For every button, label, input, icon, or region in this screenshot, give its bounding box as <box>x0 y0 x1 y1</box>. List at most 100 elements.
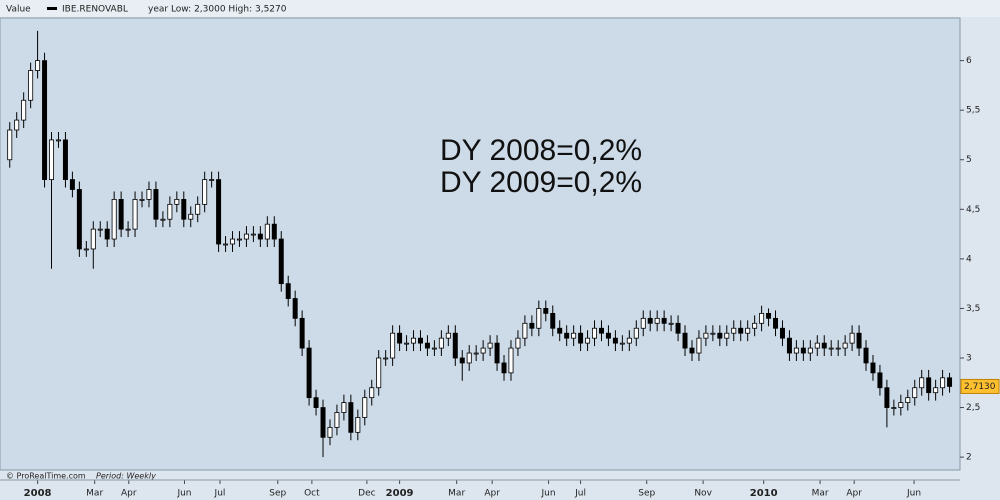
candle-body <box>153 189 159 220</box>
candle-body <box>612 337 618 344</box>
candle-body <box>891 407 897 409</box>
candle-body <box>21 99 27 121</box>
candle-body <box>125 228 131 231</box>
last-price-box <box>960 378 1000 394</box>
candle-body <box>355 417 361 433</box>
candle-body <box>647 317 653 324</box>
candle-body <box>174 198 180 205</box>
candle-body <box>696 337 702 354</box>
candle-body <box>188 213 194 220</box>
candle-body <box>438 337 444 349</box>
footer-source: © ProRealTime.com <box>6 472 86 481</box>
candle-body <box>90 228 96 250</box>
candle-body <box>605 332 611 339</box>
candle-body <box>195 203 201 215</box>
candle-body <box>209 179 215 181</box>
candle-body <box>431 347 437 350</box>
candle-body <box>522 322 528 339</box>
candle-body <box>14 119 20 131</box>
candle-body <box>682 332 688 349</box>
legend-swatch <box>47 7 57 10</box>
candle-body <box>278 238 284 285</box>
y-tick-label: 3,5 <box>966 304 980 314</box>
candle-body <box>139 198 145 201</box>
candle-body <box>292 298 298 319</box>
candle-body <box>250 233 256 236</box>
candle-body <box>661 317 667 324</box>
candle-body <box>445 332 451 339</box>
candle-body <box>285 283 291 299</box>
annotation: DY 2008=0,2% <box>440 134 642 167</box>
candle-body <box>800 347 806 354</box>
candle-body <box>348 402 354 433</box>
candle-body <box>940 377 946 389</box>
candle-body <box>738 327 744 334</box>
candle-body <box>62 139 68 180</box>
candle-body <box>835 347 841 350</box>
candle-body <box>132 198 138 230</box>
candle-body <box>668 322 674 325</box>
candle-body <box>417 337 423 344</box>
candle-body <box>557 327 563 334</box>
candle-body <box>118 198 124 230</box>
candle-body <box>856 332 862 349</box>
x-tick-label: 2008 <box>24 488 52 499</box>
y-tick-label: 3 <box>966 353 972 363</box>
candle-body <box>243 233 249 240</box>
candle-body <box>821 342 827 349</box>
candle-body <box>626 337 632 344</box>
candle-body <box>271 223 277 240</box>
candle-body <box>362 397 368 418</box>
x-tick-label: Apr <box>484 489 500 499</box>
candle-body <box>397 332 403 344</box>
candle-body <box>390 332 396 359</box>
candle-body <box>786 337 792 354</box>
candle-body <box>167 203 173 220</box>
candle-body <box>598 327 604 334</box>
candle-body <box>306 347 312 399</box>
footer-period: Period: Weekly <box>96 472 156 481</box>
x-tick-label: Oct <box>304 489 320 499</box>
candle-body <box>35 60 41 71</box>
candle-body <box>905 397 911 403</box>
candle-body <box>146 189 152 200</box>
candle-body <box>223 243 229 246</box>
candle-body <box>807 347 813 354</box>
candle-body <box>585 337 591 344</box>
candle-body <box>459 357 465 364</box>
candle-body <box>571 332 577 339</box>
x-tick-label: Jul <box>214 489 226 499</box>
candle-body <box>230 238 236 245</box>
candle-body <box>814 342 820 349</box>
candle-body <box>731 327 737 334</box>
candle-body <box>404 342 410 345</box>
candle-body <box>703 332 709 339</box>
candle-body <box>508 347 514 374</box>
x-tick-label: Jun <box>906 489 921 499</box>
candle-body <box>341 402 347 413</box>
y-tick-label: 5,5 <box>966 106 980 116</box>
candle-body <box>97 228 103 231</box>
candle-body <box>724 332 730 339</box>
candle-body <box>181 198 187 220</box>
candle-body <box>494 342 500 364</box>
candle-body <box>42 60 48 180</box>
x-tick-label: 2010 <box>750 488 778 499</box>
x-tick-label: Apr <box>846 489 862 499</box>
candle-body <box>619 342 625 345</box>
plot-area <box>0 17 961 471</box>
x-tick-label: Mar <box>86 489 103 499</box>
candle-body <box>912 387 918 399</box>
header-field: Value <box>6 5 31 15</box>
header-bar <box>0 0 1000 17</box>
candle-body <box>710 332 716 335</box>
x-tick-label: Jun <box>176 489 191 499</box>
candle-body <box>216 179 222 245</box>
candle-body <box>592 327 598 339</box>
candle-body <box>313 397 319 408</box>
candle-body <box>369 387 375 399</box>
candle-body <box>480 347 486 354</box>
candle-body <box>327 426 333 438</box>
header-symbol: IBE.RENOVABL <box>62 5 128 15</box>
